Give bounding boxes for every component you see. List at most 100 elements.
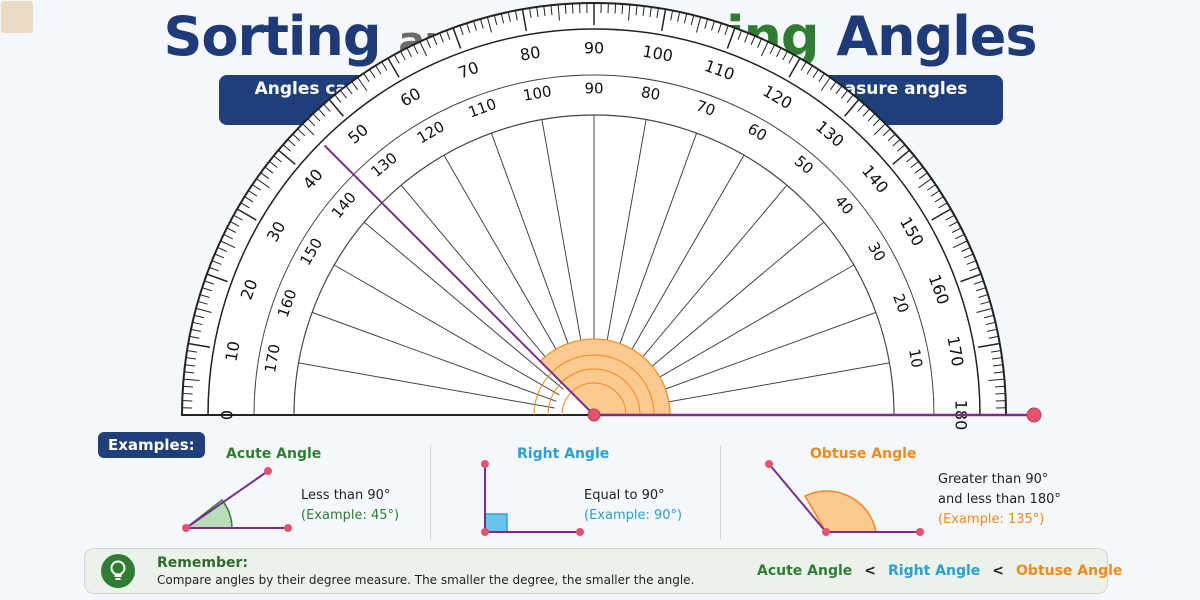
acute-angle-description: Less than 90° (Example: 45°) — [301, 486, 399, 526]
tick-mark — [190, 328, 201, 332]
tick-mark — [328, 98, 344, 117]
tick-mark — [466, 23, 471, 33]
tick-mark — [892, 149, 911, 165]
tick-mark — [297, 128, 306, 137]
tick-mark — [183, 378, 200, 381]
tick-mark — [529, 7, 532, 19]
tick-mark — [844, 98, 860, 117]
tick-mark — [726, 27, 736, 49]
tick-mark — [938, 202, 948, 209]
tick-mark — [812, 69, 819, 79]
tick-mark — [951, 227, 962, 233]
right-angle-description: Equal to 90° (Example: 90°) — [584, 486, 682, 526]
tick-mark — [521, 9, 528, 32]
tick-mark — [782, 50, 788, 61]
tick-mark — [988, 335, 999, 339]
tick-mark — [220, 240, 236, 249]
tick-mark — [445, 30, 451, 40]
tick-mark — [977, 342, 1000, 349]
tick-mark — [202, 287, 212, 292]
tick-mark — [277, 149, 296, 165]
remember-text: Compare angles by their degree measure. … — [157, 573, 695, 587]
tick-mark — [818, 73, 825, 83]
obtuse-angle-rule-1: Greater than 90° — [938, 472, 1049, 487]
tick-mark — [192, 321, 203, 326]
protractor-spoke — [607, 132, 698, 378]
tick-mark — [439, 32, 444, 43]
tick-mark — [948, 221, 959, 227]
obtuse-angle-example: (Example: 135°) — [938, 512, 1045, 527]
outer-scale-label: 90 — [584, 39, 604, 58]
tick-mark — [867, 113, 876, 122]
tick-mark — [985, 321, 996, 326]
tick-mark — [182, 385, 194, 388]
tick-mark — [400, 50, 406, 61]
protractor-spoke — [400, 184, 569, 385]
tick-mark — [345, 85, 353, 95]
tick-mark — [873, 123, 886, 136]
tick-mark — [635, 5, 638, 16]
tick-mark — [302, 123, 315, 136]
measured-angle-wedge — [539, 338, 671, 416]
tick-mark — [248, 190, 258, 197]
obtuse-angle-description: Greater than 90° and less than 180° (Exa… — [938, 470, 1061, 530]
tick-mark — [269, 160, 278, 168]
tick-mark — [334, 94, 342, 103]
tick-mark — [835, 85, 843, 95]
tick-mark — [571, 3, 574, 14]
tick-mark — [846, 94, 854, 103]
tick-mark — [282, 144, 291, 152]
outer-scale-label: 10 — [221, 340, 243, 363]
tick-mark — [206, 273, 228, 283]
protractor-spoke — [333, 264, 560, 396]
center-arc — [561, 382, 627, 416]
measured-angle-ray — [323, 144, 595, 416]
tick-mark — [983, 314, 994, 319]
tick-mark — [628, 4, 631, 21]
tick-mark — [375, 65, 382, 75]
tick-mark — [820, 77, 831, 91]
tick-mark — [988, 378, 1005, 381]
tick-mark — [473, 20, 477, 31]
baseline-end-point — [1026, 407, 1042, 423]
tick-mark — [918, 172, 928, 180]
protractor-spoke — [298, 362, 555, 409]
tick-mark — [425, 38, 431, 48]
tick-mark — [189, 335, 200, 339]
tick-mark — [973, 280, 984, 285]
tick-mark — [507, 11, 511, 22]
acute-angle-example: (Example: 45°) — [301, 508, 400, 523]
tick-mark — [990, 350, 1002, 353]
tick-mark — [381, 61, 388, 71]
protractor-inner-arc-2 — [253, 74, 935, 416]
acute-end-point-1 — [284, 524, 292, 532]
tick-mark — [273, 155, 282, 163]
tick-mark — [994, 385, 1006, 388]
tick-mark — [969, 266, 979, 272]
tick-mark — [841, 90, 849, 99]
obtuse-end-point-2 — [765, 460, 773, 468]
tick-mark — [952, 240, 968, 249]
tick-mark — [188, 342, 211, 349]
tick-mark — [452, 27, 462, 49]
tick-mark — [195, 307, 212, 313]
tick-mark — [887, 133, 896, 142]
tick-mark — [323, 103, 331, 112]
tick-mark — [256, 178, 270, 189]
tick-mark — [963, 253, 974, 259]
right-angle-figure — [481, 460, 584, 536]
inner-scale-label: 20 — [889, 291, 912, 315]
tick-mark — [677, 11, 681, 22]
inner-scale-label: 100 — [522, 82, 553, 105]
obtuse-angle-wedge — [803, 490, 877, 533]
tick-mark — [892, 138, 901, 147]
inner-scale-label: 70 — [694, 96, 718, 119]
tick-mark — [882, 128, 891, 137]
tick-mark — [252, 184, 262, 191]
tick-mark — [260, 172, 270, 180]
tick-mark — [406, 47, 412, 58]
tick-mark — [806, 65, 813, 75]
tick-mark — [930, 190, 940, 197]
tick-mark — [194, 314, 205, 319]
